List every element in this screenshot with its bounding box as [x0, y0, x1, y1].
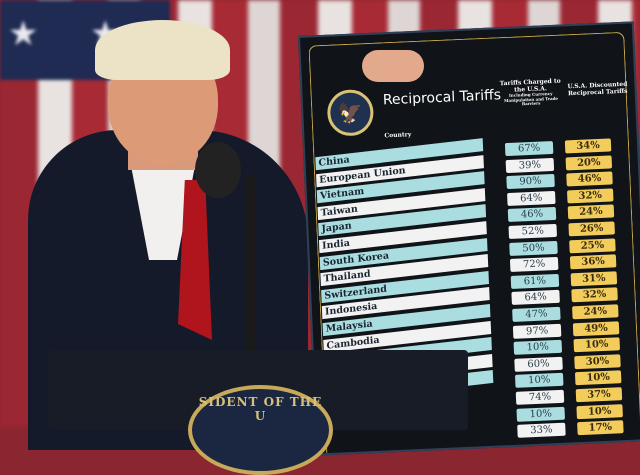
reciprocal-cell: 10%	[576, 403, 623, 419]
charged-cell: 10%	[513, 339, 563, 356]
reciprocal-cell: 49%	[572, 320, 620, 336]
podium: SIDENT OF THE U	[48, 350, 468, 475]
reciprocal-cell: 24%	[567, 204, 615, 220]
charged-cell: 60%	[514, 356, 563, 372]
charged-cell: 39%	[505, 157, 555, 173]
reciprocal-cell: 10%	[574, 370, 622, 386]
reciprocal-cell: 25%	[569, 237, 616, 253]
charged-cell: 46%	[507, 207, 557, 223]
star-icon: ★	[8, 14, 39, 54]
podium-seal: SIDENT OF THE U	[188, 385, 333, 475]
charged-cell: 72%	[509, 257, 559, 273]
charged-cell: 90%	[506, 174, 555, 190]
reciprocal-cell: 32%	[566, 188, 614, 204]
charged-cell: 97%	[512, 323, 562, 339]
reciprocal-cell: 20%	[565, 155, 613, 171]
charged-cell: 74%	[515, 389, 565, 405]
reciprocal-cell: 34%	[564, 138, 612, 154]
reciprocal-cell: 26%	[568, 221, 615, 237]
charged-cell: 47%	[512, 306, 561, 322]
charged-cell: 33%	[517, 422, 566, 438]
reciprocal-cell: 24%	[572, 304, 619, 320]
charged-cell: 10%	[516, 406, 565, 422]
charged-cell: 64%	[507, 190, 556, 206]
charged-cell: 50%	[509, 240, 558, 256]
reciprocal-cell: 46%	[566, 171, 613, 187]
reciprocal-cell: 10%	[573, 337, 621, 353]
charged-cell: 10%	[515, 373, 564, 389]
charged-header-subtitle: Including Currency Manipulation and Trad…	[503, 91, 559, 107]
hand	[362, 50, 424, 82]
microphone-icon	[195, 142, 241, 198]
hair	[95, 20, 230, 80]
charged-header: Tariffs Charged to the U.S.A. Including …	[498, 78, 563, 108]
reciprocal-cell: 32%	[571, 287, 618, 303]
charged-cell: 61%	[510, 273, 560, 289]
reciprocal-cell: 36%	[569, 254, 617, 270]
red-tie	[178, 180, 212, 340]
reciprocal-cell: 30%	[574, 354, 621, 370]
charged-cell: 67%	[504, 140, 554, 157]
reciprocal-cell: 31%	[570, 271, 618, 287]
reciprocal-cell: 17%	[577, 420, 624, 436]
reciprocal-cell: 37%	[575, 387, 623, 403]
charged-cell: 52%	[508, 223, 558, 239]
microphone-stand	[245, 175, 255, 355]
country-header: Country	[384, 131, 412, 140]
charged-cell: 64%	[511, 290, 560, 306]
